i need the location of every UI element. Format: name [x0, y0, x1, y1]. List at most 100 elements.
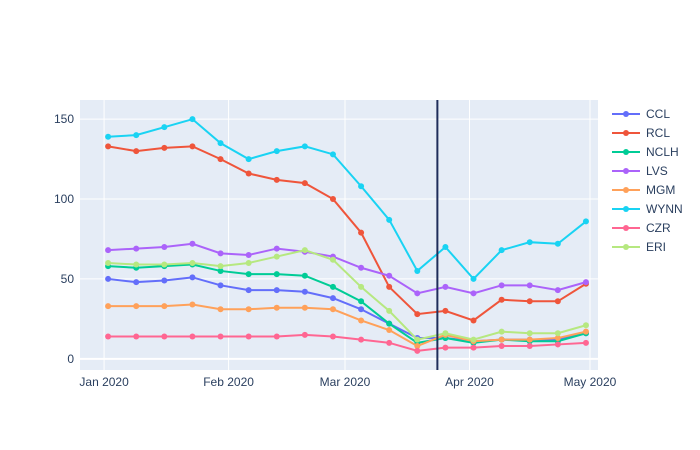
series-line [107, 145, 587, 322]
data-point [386, 272, 393, 279]
series-line [108, 303, 587, 348]
series-eri [105, 247, 589, 343]
data-point [442, 283, 449, 290]
legend-label: RCL [646, 126, 670, 140]
data-point [442, 330, 449, 337]
data-point [105, 143, 112, 150]
data-point [217, 250, 224, 257]
legend-swatch-marker [623, 244, 629, 250]
data-point [105, 333, 112, 340]
data-point [161, 333, 168, 340]
data-point [358, 229, 365, 236]
data-point [470, 275, 477, 282]
data-point [217, 267, 224, 274]
series-mgm [105, 301, 589, 350]
data-point [554, 335, 561, 342]
data-point [189, 301, 196, 308]
data-point [414, 343, 421, 350]
legend-swatch-marker [623, 130, 629, 136]
data-point [582, 328, 589, 335]
legend-item-eri[interactable]: ERI [612, 240, 666, 254]
data-point [189, 116, 196, 123]
series-wynn [105, 116, 589, 282]
legend-label: CZR [646, 221, 671, 235]
data-point [554, 298, 561, 305]
data-point [301, 331, 308, 338]
legend-swatch-marker [623, 225, 629, 231]
data-point [301, 304, 308, 311]
data-point [133, 261, 140, 268]
data-point [414, 311, 421, 318]
data-point [217, 156, 224, 163]
legend-item-nclh[interactable]: NCLH [612, 145, 679, 159]
data-point [442, 243, 449, 250]
data-point [301, 180, 308, 187]
series-line [108, 118, 587, 281]
data-point [329, 283, 336, 290]
series-line [108, 333, 587, 352]
data-point [217, 333, 224, 340]
legend-swatch-marker [623, 206, 629, 212]
data-point [217, 306, 224, 313]
data-point [105, 133, 112, 140]
series-lvs [105, 240, 589, 297]
x-axis: Jan 2020 Feb 2020 Mar 2020 Apr 2020 May 2020 [79, 375, 616, 389]
data-point [498, 282, 505, 289]
legend-item-czr[interactable]: CZR [612, 221, 671, 235]
data-point [245, 333, 252, 340]
legend-item-mgm[interactable]: MGM [612, 183, 675, 197]
data-point [245, 271, 252, 278]
data-point [245, 259, 252, 266]
legend-label: ERI [646, 240, 666, 254]
data-point [386, 339, 393, 346]
data-point [273, 271, 280, 278]
legend-item-wynn[interactable]: WYNN [612, 202, 683, 216]
data-point [329, 306, 336, 313]
y-tick-label: 0 [67, 352, 74, 366]
data-point [161, 261, 168, 268]
legend-label: MGM [646, 183, 675, 197]
legend-item-ccl[interactable]: CCL [612, 107, 670, 121]
data-point [386, 320, 393, 327]
legend-swatch-marker [623, 187, 629, 193]
data-point [386, 307, 393, 314]
data-point [442, 344, 449, 351]
data-point [133, 279, 140, 286]
data-point [133, 303, 140, 310]
data-point [582, 279, 589, 286]
data-point [329, 295, 336, 302]
legend-label: NCLH [646, 145, 679, 159]
data-point [526, 343, 533, 350]
data-point [301, 247, 308, 254]
data-point [414, 347, 421, 354]
data-point [273, 176, 280, 183]
data-point [273, 253, 280, 260]
x-tick-label: May 2020 [564, 375, 617, 389]
data-point [386, 216, 393, 223]
legend-item-lvs[interactable]: LVS [612, 164, 668, 178]
data-point [105, 247, 112, 254]
data-point [414, 267, 421, 274]
data-point [217, 282, 224, 289]
legend-swatch-marker [623, 168, 629, 174]
x-tick-label: Feb 2020 [203, 375, 254, 389]
data-point [526, 282, 533, 289]
data-point [133, 333, 140, 340]
data-point [161, 144, 168, 151]
data-point [582, 339, 589, 346]
legend-swatch-marker [623, 111, 629, 117]
data-point [498, 328, 505, 335]
series-czr [105, 331, 589, 354]
data-point [582, 218, 589, 225]
data-point [217, 263, 224, 270]
data-point [358, 306, 365, 313]
data-point [414, 290, 421, 297]
y-axis: 0 50 100 150 [54, 112, 74, 366]
data-point [526, 330, 533, 337]
legend-item-rcl[interactable]: RCL [612, 126, 670, 140]
data-point [554, 240, 561, 247]
data-point [273, 148, 280, 155]
data-point [133, 132, 140, 139]
data-point [442, 307, 449, 314]
